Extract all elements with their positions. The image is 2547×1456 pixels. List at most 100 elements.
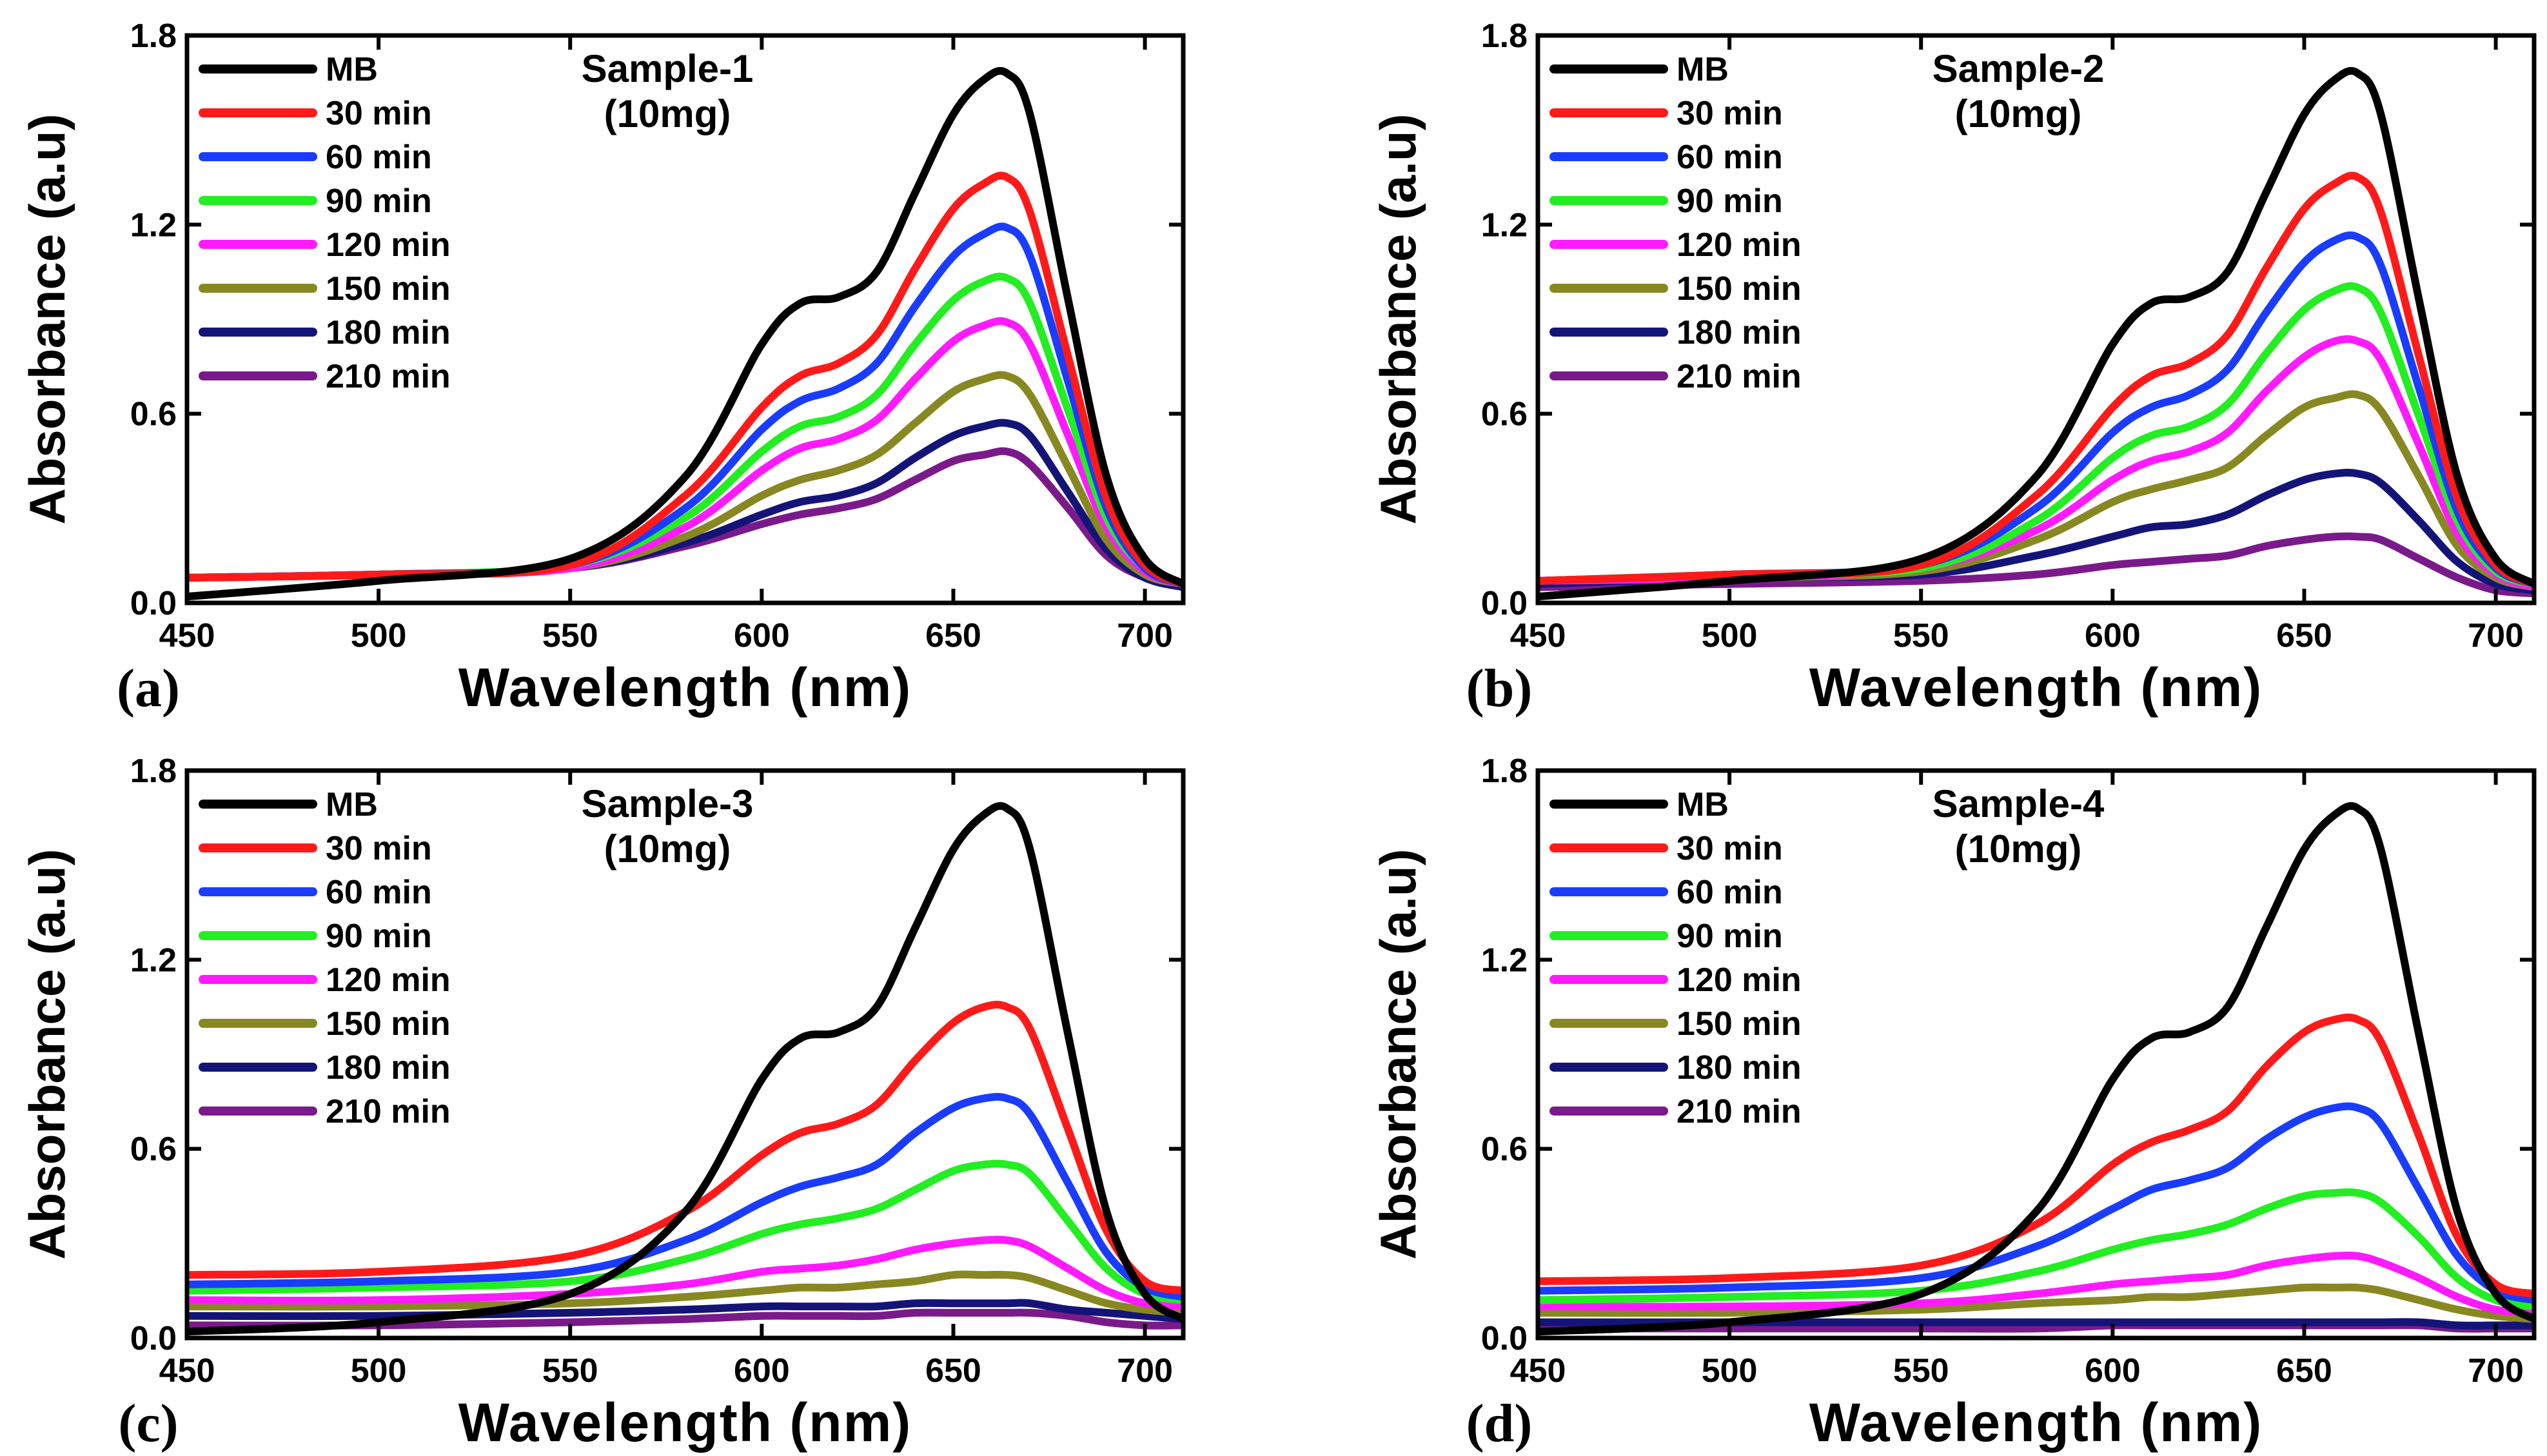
y-tick-label: 0.6 — [1481, 1131, 1528, 1168]
x-tick-label: 650 — [925, 1352, 981, 1390]
x-tick-label: 450 — [159, 1352, 215, 1390]
legend-label: MB — [326, 786, 378, 823]
series-line-90-min — [1538, 1188, 2534, 1311]
series-line-mb — [1538, 66, 2534, 601]
legend-label: MB — [1677, 786, 1729, 823]
legend-label: 120 min — [326, 961, 451, 999]
legend-label: 180 min — [1677, 314, 1802, 351]
series-line-150-min — [187, 1270, 1183, 1317]
sample-title: Sample-2 — [1932, 47, 2105, 90]
legend-label: 30 min — [326, 95, 432, 132]
y-tick-label: 0.0 — [130, 585, 177, 622]
x-tick-label: 650 — [925, 617, 981, 654]
x-tick-label: 500 — [351, 617, 407, 654]
x-axis-title: Wavelength (nm) — [458, 1392, 912, 1453]
legend: MB 30 min 60 min 90 min 120 min 150 min 180 mi… — [199, 51, 451, 395]
series-line-60-min — [1538, 1102, 2534, 1304]
legend-label: MB — [1677, 51, 1729, 88]
sample-title: Sample-4 — [1932, 782, 2105, 825]
x-tick-label: 600 — [2085, 1352, 2141, 1390]
legend-label: 150 min — [326, 270, 451, 308]
legend-label: 90 min — [326, 918, 432, 955]
chart-panel-1: 450 500 550 600 650 700 0.0 0.6 1.2 1.8 Wavelength… — [19, 17, 1186, 718]
legend-label: 180 min — [326, 314, 451, 351]
legend: MB 30 min 60 min 90 min 120 min 150 min 180 mi… — [199, 786, 451, 1130]
legend-label: 210 min — [326, 1093, 451, 1130]
legend: MB 30 min 60 min 90 min 120 min 150 min 180 mi… — [1549, 786, 1802, 1130]
sample-title: Sample-3 — [582, 782, 754, 825]
legend-label: 30 min — [1677, 95, 1783, 132]
legend-label: 120 min — [1677, 226, 1802, 264]
y-tick-label: 0.0 — [1481, 585, 1528, 622]
x-tick-label: 550 — [1893, 617, 1949, 654]
legend-label: 150 min — [1677, 270, 1802, 308]
series-line-mb — [187, 802, 1183, 1336]
x-tick-label: 650 — [2276, 1352, 2332, 1390]
x-tick-label: 550 — [542, 617, 598, 654]
legend-label: 90 min — [326, 182, 432, 220]
x-tick-label: 700 — [2468, 617, 2524, 654]
y-tick-label: 1.2 — [130, 206, 177, 244]
y-tick-label: 1.8 — [130, 753, 177, 790]
series-lines — [187, 802, 1183, 1336]
sample-subtitle: (10mg) — [604, 827, 731, 871]
chart-panel-3: 450 500 550 600 650 700 0.0 0.6 1.2 1.8 Wavelength… — [19, 753, 1186, 1453]
chart-panel-4: 450 500 550 600 650 700 0.0 0.6 1.2 1.8 Wavelength… — [1370, 753, 2537, 1453]
sample-subtitle: (10mg) — [1955, 827, 2082, 871]
legend-label: 180 min — [326, 1049, 451, 1087]
legend-label: 60 min — [326, 874, 432, 911]
panel-label: (b) — [1466, 658, 1533, 718]
y-tick-label: 1.2 — [130, 941, 177, 979]
x-tick-label: 500 — [351, 1352, 407, 1390]
legend-label: 120 min — [326, 226, 451, 264]
x-tick-label: 700 — [1117, 1352, 1173, 1390]
legend-label: 30 min — [326, 830, 432, 867]
y-tick-label: 0.6 — [130, 1131, 177, 1168]
y-tick-label: 0.0 — [130, 1320, 177, 1357]
x-tick-label: 450 — [159, 617, 215, 654]
x-tick-label: 650 — [2276, 617, 2332, 654]
legend-label: 150 min — [326, 1005, 451, 1043]
x-axis-title: Wavelength (nm) — [1809, 657, 2263, 718]
plot-frame — [184, 33, 1186, 605]
y-tick-label: 1.8 — [1481, 753, 1528, 790]
series-line-30-min — [187, 1001, 1183, 1295]
legend-label: 60 min — [326, 139, 432, 176]
series-line-30-min — [1538, 1013, 2534, 1298]
y-axis-title: Absorbance (a.u) — [19, 849, 75, 1259]
x-tick-label: 600 — [734, 617, 790, 654]
plot-frame — [1535, 33, 2537, 605]
legend-label: 120 min — [1677, 961, 1802, 999]
panel-label: (a) — [117, 658, 180, 718]
x-tick-label: 550 — [1893, 1352, 1949, 1390]
series-line-30-min — [1538, 172, 2534, 588]
sample-title: Sample-1 — [582, 47, 754, 90]
series-line-120-min — [1538, 1251, 2534, 1317]
series-lines — [1538, 802, 2534, 1336]
x-tick-label: 450 — [1510, 1352, 1566, 1390]
legend-label: 60 min — [1677, 874, 1783, 911]
series-line-30-min — [187, 172, 1183, 588]
x-tick-label: 700 — [2468, 1352, 2524, 1390]
series-line-90-min — [187, 1159, 1183, 1304]
legend-label: 210 min — [326, 358, 451, 395]
sample-subtitle: (10mg) — [1955, 92, 2082, 135]
series-line-120-min — [187, 1235, 1183, 1311]
y-tick-label: 1.8 — [1481, 17, 1528, 55]
y-axis-title: Absorbance (a.u) — [1370, 113, 1426, 524]
legend-label: 30 min — [1677, 830, 1783, 867]
series-line-210-min — [1538, 532, 2534, 598]
y-tick-label: 1.8 — [130, 17, 177, 55]
x-tick-label: 550 — [542, 1352, 598, 1390]
x-axis-title: Wavelength (nm) — [1809, 1392, 2263, 1453]
series-line-mb — [1538, 802, 2534, 1336]
y-tick-label: 1.2 — [1481, 206, 1528, 244]
y-axis-title: Absorbance (a.u) — [1370, 849, 1426, 1259]
sample-subtitle: (10mg) — [604, 92, 731, 135]
legend-label: 90 min — [1677, 182, 1783, 220]
panel-label: (d) — [1466, 1393, 1533, 1453]
plot-frame — [184, 768, 1186, 1341]
y-axis-title: Absorbance (a.u) — [19, 113, 75, 524]
legend-label: MB — [326, 51, 378, 88]
x-tick-label: 500 — [1702, 1352, 1758, 1390]
